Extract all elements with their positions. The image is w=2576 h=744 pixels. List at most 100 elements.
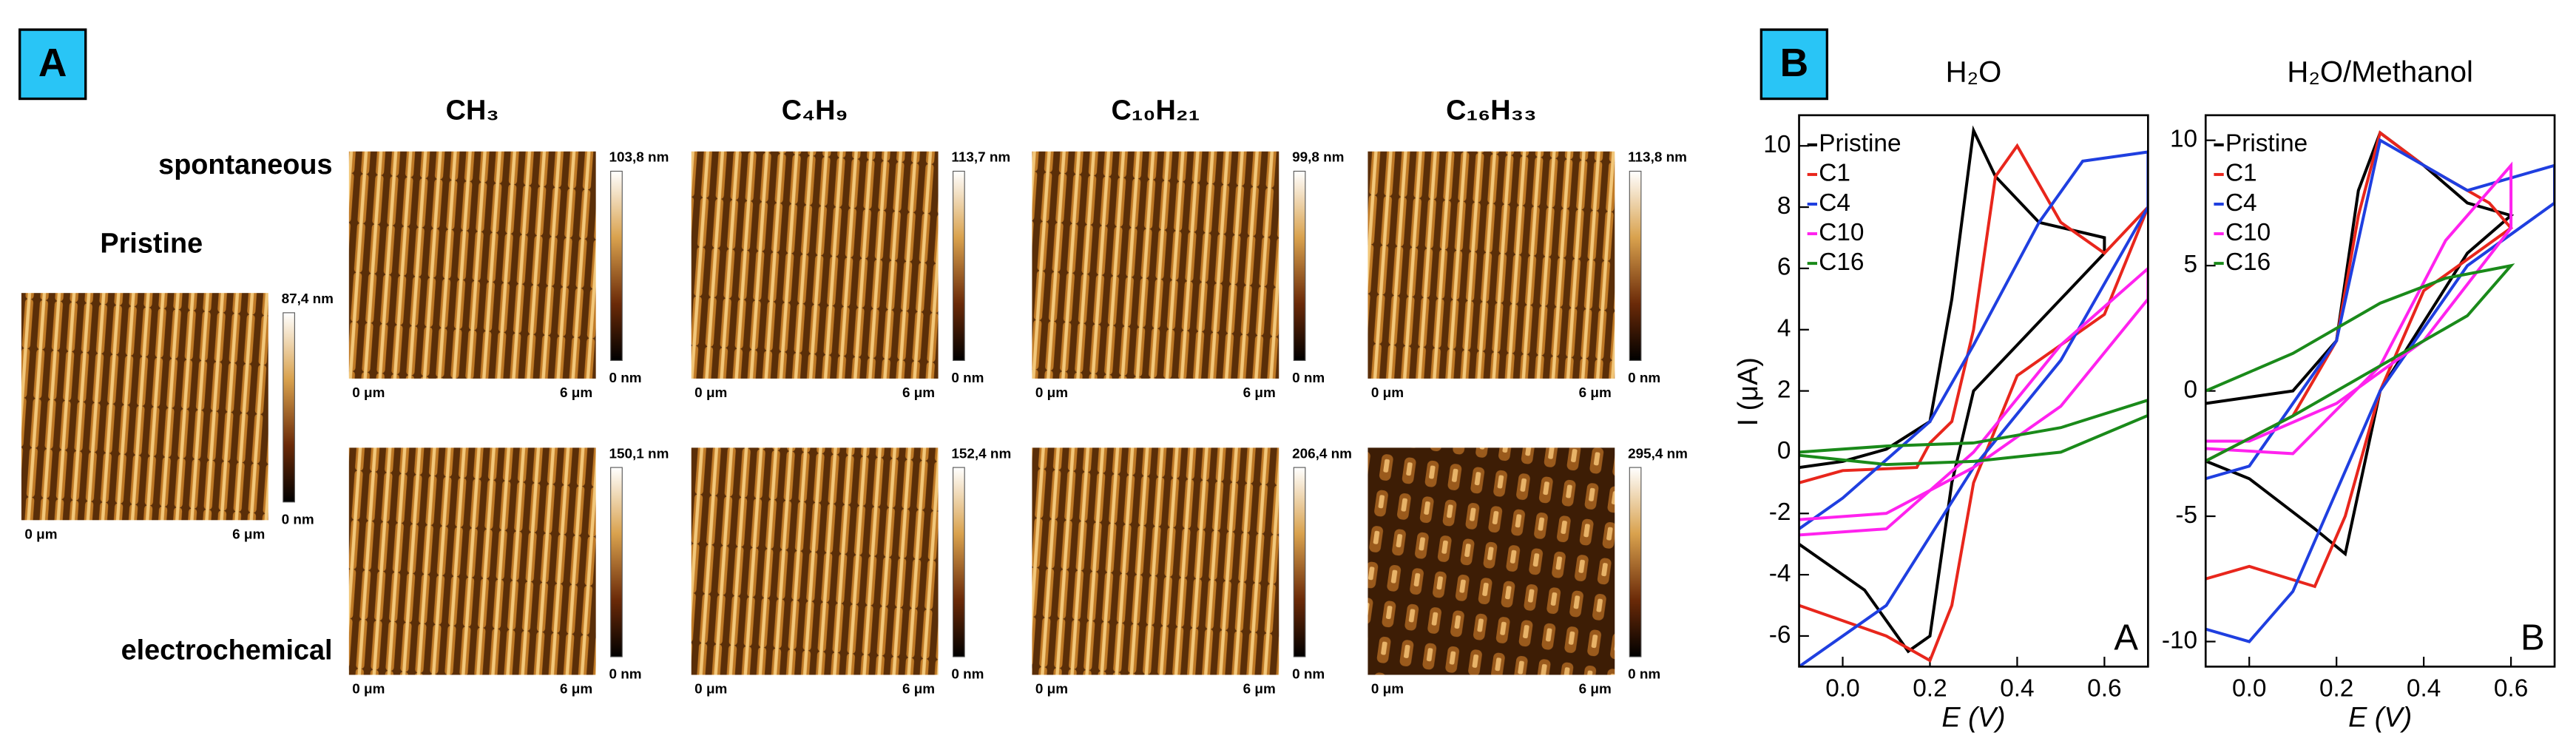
y-tick-label: -4 [1769,560,1791,587]
y-tick-label: 8 [1777,192,1791,220]
y-tick-label: 5 [2184,251,2198,278]
afm-image [1368,447,1615,675]
color-bar [1293,467,1306,657]
chart-title: H₂O [1946,56,2002,89]
afm-image [348,447,596,675]
scale-min: 0 nm [609,371,641,386]
y-tick-label: -10 [2162,626,2197,654]
x-start: 0 μm [1371,682,1404,697]
scale-min: 0 nm [1628,667,1660,683]
row-label: Pristine [100,229,203,260]
y-tick-label: -6 [1769,621,1791,649]
afm-image [691,447,939,675]
scale-max: 150,1 nm [609,446,669,461]
x-end: 6 μm [1579,682,1612,697]
x-tick-label: 0.0 [2232,674,2266,702]
y-tick-label: 6 [1777,254,1791,281]
x-start: 0 μm [694,682,727,697]
x-tick-label: 0.4 [2407,674,2441,702]
y-tick-label: -5 [2175,501,2197,529]
x-end: 6 μm [902,682,935,697]
x-end: 6 μm [232,527,265,542]
series-line [2205,138,2555,643]
scale-max: 295,4 nm [1628,446,1688,461]
scale-min: 0 nm [1628,371,1660,386]
panel-label-box [1759,28,1829,101]
chart-title: H₂O/Methanol [2287,56,2473,89]
scale-max: 206,4 nm [1292,446,1352,461]
scale-min: 0 nm [1292,371,1325,386]
scale-min: 0 nm [951,667,984,683]
y-tick-label: 2 [1777,376,1791,403]
x-tick-label: 0.2 [1913,674,1947,702]
panel-letter: A [2114,618,2138,658]
column-header: CH₃ [446,95,499,126]
plot-frame [2204,114,2556,668]
series-line [2205,263,2515,463]
scale-max: 152,4 nm [951,446,1011,461]
x-start: 0 μm [352,385,385,401]
y-tick-label: 10 [1763,131,1791,158]
x-tick-label: 0.2 [2319,674,2353,702]
x-end: 6 μm [560,682,592,697]
afm-image [691,151,939,379]
x-end: 6 μm [1243,682,1276,697]
panel-label: B [1780,41,1809,85]
x-start: 0 μm [694,385,727,401]
x-start: 0 μm [1035,385,1068,401]
x-start: 0 μm [1035,682,1068,697]
x-end: 6 μm [902,385,935,401]
x-end: 6 μm [560,385,592,401]
panel-label-box [18,28,87,101]
color-bar [953,467,965,657]
afm-image [21,293,268,521]
row-label: electrochemical [121,635,333,666]
scale-min: 0 nm [951,371,984,386]
scale-max: 113,8 nm [1628,150,1687,166]
color-bar [1629,467,1642,657]
afm-image [348,151,596,379]
legend-label: C16 [1819,248,1864,276]
x-end: 6 μm [1243,385,1276,401]
y-tick-label: 0 [1777,437,1791,464]
x-end: 6 μm [1579,385,1612,401]
x-axis-label: E (V) [1941,703,2005,734]
x-tick-label: 0.4 [2000,674,2034,702]
legend-label: C1 [2225,160,2257,187]
legend-label: C10 [2225,219,2271,246]
column-header: C₁₀H₂₁ [1111,95,1200,126]
series-line [1799,266,2149,537]
legend-label: C16 [2225,248,2271,276]
x-tick-label: 0.6 [2087,674,2121,702]
afm-image [1368,151,1615,379]
x-tick-label: 0.6 [2494,674,2528,702]
x-start: 0 μm [24,527,57,542]
y-axis-label: I (μA) [1733,357,1764,426]
x-axis-label: E (V) [2348,703,2412,734]
color-bar [953,170,965,361]
color-bar [610,467,623,657]
column-header: C₄H₉ [782,95,848,126]
legend-label: C1 [1819,160,1850,187]
scale-max: 99,8 nm [1292,150,1344,166]
color-bar [283,312,295,503]
row-label: spontaneous [158,149,332,180]
y-tick-label: -2 [1769,498,1791,526]
legend-label: Pristine [1819,130,1901,158]
color-bar [1629,170,1642,361]
scale-min: 0 nm [609,667,641,683]
series-line [1799,398,2149,467]
scale-min: 0 nm [282,512,314,527]
afm-image [1032,447,1279,675]
scale-min: 0 nm [1292,667,1325,683]
scale-max: 87,4 nm [282,291,334,307]
panel-label: A [38,41,67,85]
plot-frame [1798,114,2149,668]
legend-label: C4 [2225,189,2257,217]
x-start: 0 μm [1371,385,1404,401]
column-header: C₁₆H₃₃ [1446,95,1536,126]
series-line [1799,150,2149,667]
legend-label: C4 [1819,189,1850,217]
legend-label: C10 [1819,219,1864,246]
scale-max: 113,7 nm [951,150,1010,166]
